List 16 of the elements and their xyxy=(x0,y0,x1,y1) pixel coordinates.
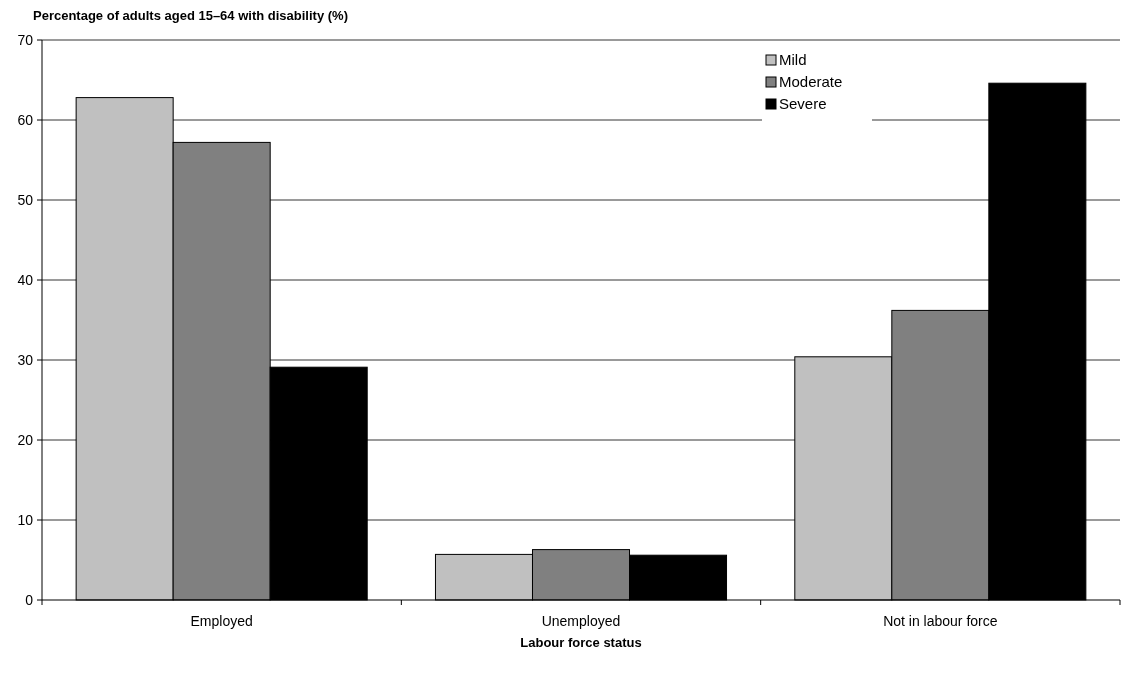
legend-label: Severe xyxy=(779,95,827,113)
x-axis-title: Labour force status xyxy=(520,635,642,650)
y-tick-label: 40 xyxy=(17,271,34,288)
x-tick-label: Employed xyxy=(190,613,253,629)
y-tick-label: 10 xyxy=(17,511,34,528)
chart-title: Percentage of adults aged 15–64 with disability (%) xyxy=(33,8,348,23)
x-tick-label: Unemployed xyxy=(541,613,621,629)
x-tick-label: Not in labour force xyxy=(883,613,998,629)
y-tick-label: 60 xyxy=(17,111,34,128)
legend-label: Mild xyxy=(779,51,807,69)
y-tick-label: 20 xyxy=(17,431,34,448)
legend-label: Moderate xyxy=(779,73,843,91)
y-tick-label: 50 xyxy=(17,191,34,208)
y-tick-label: 0 xyxy=(25,591,34,608)
y-tick-label: 30 xyxy=(17,351,34,368)
y-tick-label: 70 xyxy=(17,31,34,48)
